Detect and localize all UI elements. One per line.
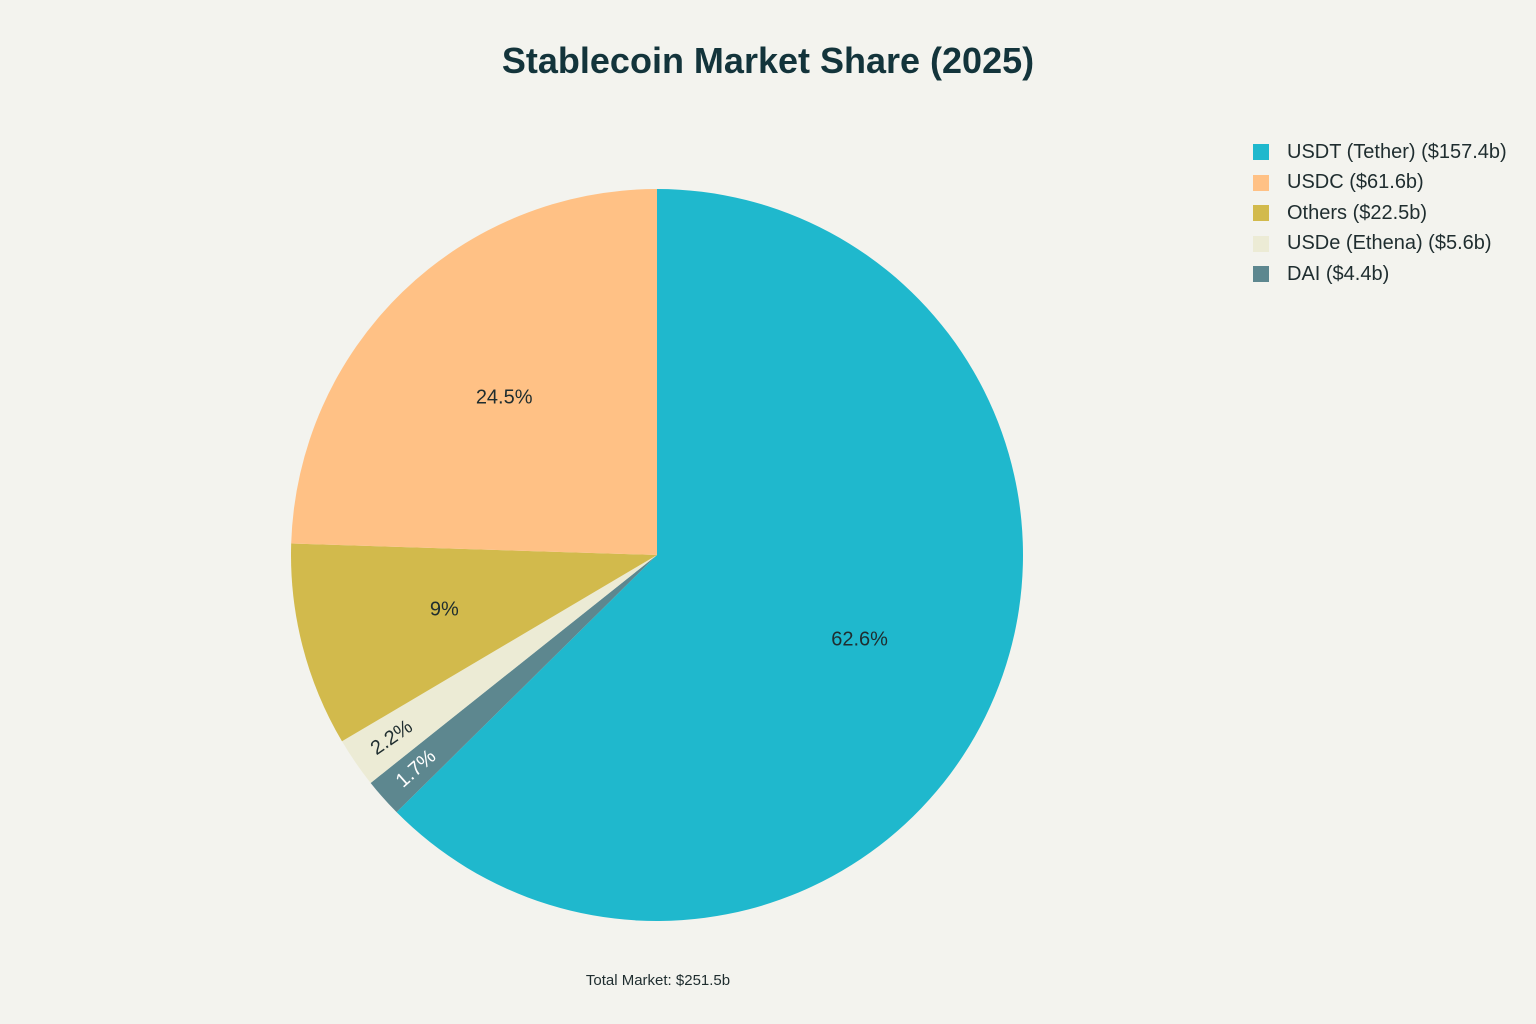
pie-slice-dai bbox=[370, 555, 657, 813]
slice-label-usdc: 24.5% bbox=[476, 386, 533, 408]
legend-swatch bbox=[1253, 174, 1269, 191]
legend-item-others[interactable]: Others ($22.5b) bbox=[1253, 198, 1507, 229]
pie-slice-usde bbox=[341, 555, 657, 783]
total-market-annotation: Total Market: $251.5b bbox=[585, 972, 731, 989]
legend-label: USDC ($61.6b) bbox=[1287, 171, 1424, 194]
legend-label: DAI ($4.4b) bbox=[1287, 262, 1390, 285]
legend-item-dai[interactable]: DAI ($4.4b) bbox=[1253, 259, 1507, 290]
slice-label-usdt: 62.6% bbox=[831, 629, 888, 651]
pie-chart: 62.6%1.7%2.2%9%24.5% bbox=[290, 189, 1024, 921]
legend-item-usde[interactable]: USDe (Ethena) ($5.6b) bbox=[1253, 229, 1507, 260]
legend-swatch bbox=[1253, 266, 1269, 283]
pie-slices bbox=[290, 189, 1024, 921]
legend-swatch bbox=[1253, 205, 1269, 222]
pie-slice-usdc bbox=[291, 189, 657, 555]
legend-swatch bbox=[1253, 144, 1269, 161]
legend: USDT (Tether) ($157.4b) USDC ($61.6b) Othe… bbox=[1253, 137, 1507, 290]
legend-label: USDT (Tether) ($157.4b) bbox=[1287, 140, 1507, 163]
legend-swatch bbox=[1253, 235, 1269, 252]
legend-label: USDe (Ethena) ($5.6b) bbox=[1287, 232, 1492, 255]
legend-label: Others ($22.5b) bbox=[1287, 201, 1428, 224]
chart-title: Stablecoin Market Share (2025) bbox=[501, 40, 1035, 81]
legend-item-usdc[interactable]: USDC ($61.6b) bbox=[1253, 168, 1507, 199]
pie-slice-others bbox=[290, 543, 657, 742]
slice-label-others: 9% bbox=[430, 599, 459, 621]
legend-item-usdt[interactable]: USDT (Tether) ($157.4b) bbox=[1253, 137, 1507, 168]
pie-slice-usdt bbox=[396, 189, 1024, 921]
